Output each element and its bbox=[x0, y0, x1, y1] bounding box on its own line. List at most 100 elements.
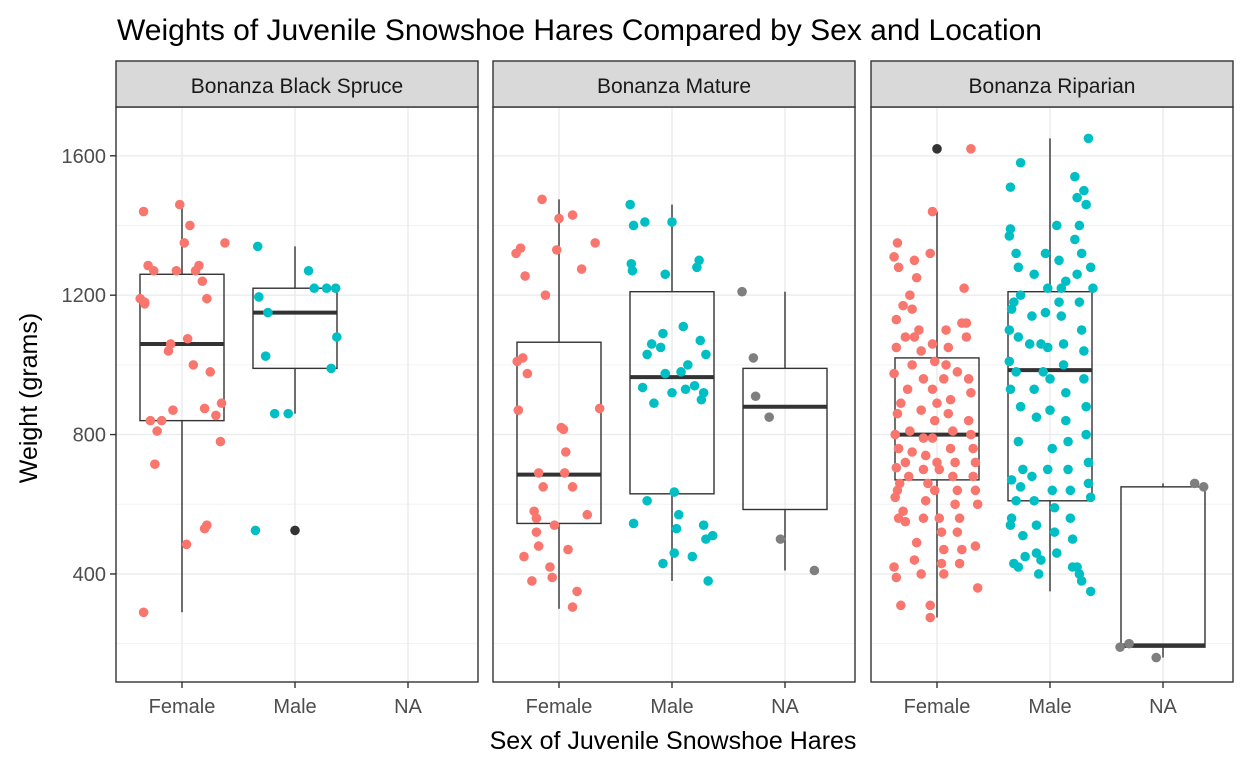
data-point-female bbox=[952, 367, 963, 377]
data-point-female bbox=[537, 194, 547, 205]
x-tick-label: NA bbox=[771, 696, 799, 718]
data-point-male bbox=[1029, 495, 1039, 506]
data-point-female bbox=[551, 245, 562, 255]
data-point-female bbox=[150, 459, 160, 469]
facet-panel: Bonanza Black Spruce Female Male NA bbox=[115, 60, 479, 718]
data-point-female bbox=[954, 558, 965, 569]
data-point-male bbox=[1065, 513, 1076, 524]
x-tick-label: NA bbox=[1149, 696, 1177, 718]
data-point-male bbox=[1033, 569, 1044, 579]
data-point-na bbox=[764, 412, 774, 422]
data-point-female bbox=[519, 551, 529, 562]
data-point-female bbox=[893, 262, 904, 273]
data-point-male bbox=[250, 525, 261, 536]
data-point-male bbox=[1029, 269, 1039, 280]
data-point-female bbox=[966, 387, 976, 398]
data-point-female bbox=[938, 374, 949, 384]
data-point-female bbox=[554, 213, 564, 224]
data-point-female bbox=[957, 318, 967, 328]
data-point-male bbox=[1061, 387, 1071, 398]
data-point-female bbox=[156, 415, 167, 426]
data-point-male bbox=[1083, 133, 1094, 144]
data-point-female bbox=[907, 304, 917, 314]
data-point-male bbox=[1036, 555, 1046, 565]
x-tick-label: Female bbox=[149, 696, 216, 718]
data-point-female bbox=[139, 297, 150, 307]
data-point-female bbox=[936, 558, 947, 569]
data-point-female bbox=[907, 360, 917, 370]
data-point-male bbox=[1013, 562, 1024, 572]
boxplot-male bbox=[629, 204, 715, 581]
data-point-female bbox=[950, 499, 960, 510]
data-point-male bbox=[1013, 436, 1024, 447]
data-point-female bbox=[533, 541, 544, 551]
facet-strip bbox=[870, 60, 1234, 108]
data-point-female bbox=[138, 206, 149, 217]
data-point-female bbox=[567, 482, 578, 492]
data-point-female bbox=[889, 562, 899, 572]
data-point-male bbox=[689, 380, 700, 391]
data-point-male bbox=[1047, 443, 1058, 454]
data-point-male bbox=[683, 360, 693, 370]
data-point-female bbox=[896, 600, 906, 611]
data-point-male bbox=[1054, 297, 1064, 307]
data-point-female bbox=[900, 516, 911, 527]
data-point-male bbox=[1031, 412, 1042, 422]
data-point-male bbox=[1015, 482, 1026, 492]
data-point-female bbox=[538, 482, 548, 492]
data-point-female bbox=[916, 346, 926, 356]
data-point-female bbox=[948, 426, 958, 436]
data-point-female bbox=[560, 447, 571, 457]
box-iqr bbox=[742, 367, 828, 511]
facet-strip bbox=[492, 60, 856, 108]
data-point-female bbox=[545, 562, 555, 572]
data-point-male bbox=[660, 269, 671, 280]
y-tick-label: 1200 bbox=[62, 285, 107, 307]
data-point-male bbox=[1056, 283, 1067, 294]
data-point-female bbox=[911, 272, 922, 283]
data-point-female bbox=[916, 405, 926, 415]
data-point-female bbox=[174, 199, 185, 210]
data-point-male bbox=[642, 495, 652, 506]
data-point-female bbox=[163, 346, 174, 356]
data-point-female bbox=[590, 238, 600, 248]
data-point-female bbox=[929, 485, 940, 496]
data-point-female bbox=[900, 457, 911, 468]
panel-background bbox=[116, 107, 478, 682]
data-point-female bbox=[563, 544, 573, 555]
data-point-male bbox=[1004, 356, 1015, 367]
data-point-male bbox=[1079, 185, 1089, 196]
data-point-male bbox=[1070, 234, 1080, 245]
data-point-na bbox=[809, 565, 820, 576]
data-point-male bbox=[1045, 374, 1055, 384]
data-point-female bbox=[923, 478, 933, 489]
data-point-male bbox=[1081, 199, 1091, 210]
data-point-female bbox=[934, 513, 945, 524]
data-point-male bbox=[1031, 548, 1042, 558]
data-point-male bbox=[1042, 283, 1053, 294]
data-point-male bbox=[655, 342, 666, 353]
data-point-female bbox=[900, 332, 911, 342]
data-point-female bbox=[927, 339, 938, 349]
data-point-male bbox=[1040, 248, 1051, 259]
data-point-male bbox=[678, 321, 689, 332]
data-point-female bbox=[966, 429, 976, 440]
data-point-female bbox=[185, 220, 195, 231]
data-point-male bbox=[1040, 307, 1051, 318]
data-point-female bbox=[952, 527, 963, 537]
data-point-female bbox=[966, 144, 976, 154]
data-point-male bbox=[658, 558, 668, 569]
y-axis-title: Weight (grams) bbox=[15, 313, 43, 483]
data-point-male bbox=[330, 283, 341, 294]
data-point-female bbox=[889, 368, 899, 379]
data-point-male bbox=[667, 387, 677, 398]
data-point-female bbox=[927, 433, 938, 443]
data-point-female bbox=[531, 527, 542, 537]
data-point-female bbox=[211, 410, 221, 421]
data-point-female bbox=[549, 520, 560, 530]
data-point-male bbox=[707, 530, 718, 541]
data-point-female bbox=[152, 426, 162, 436]
data-point-female bbox=[943, 342, 954, 353]
data-point-female bbox=[952, 485, 963, 496]
data-point-female bbox=[892, 238, 903, 248]
